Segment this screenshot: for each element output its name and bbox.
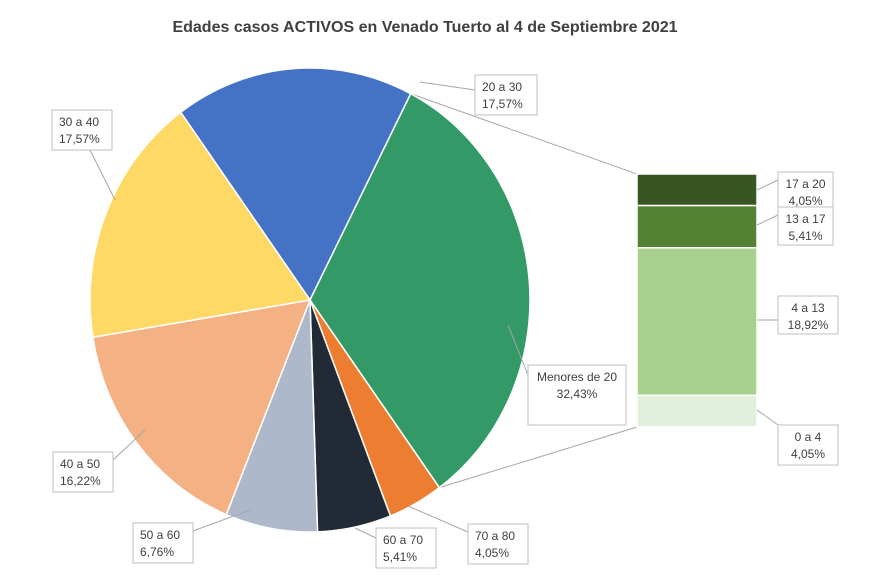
label-value-menores-de-20: 32,43%: [557, 387, 598, 401]
pie-slice-40-a-50: [92, 299, 312, 516]
connector-line-bottom: [439, 426, 638, 489]
data-label-50-a-60: 50 a 60 6,76%: [132, 509, 251, 564]
label-box-20-a-30: [474, 74, 538, 116]
label-value-30-a-40: 17,57%: [59, 132, 100, 146]
leader-line-17-a-20: [756, 179, 779, 191]
data-label-20-a-30: 20 a 30 17,57%: [419, 74, 538, 116]
bar-segment-0-a-4: [636, 394, 758, 428]
label-category-30-a-40: 30 a 40: [59, 115, 99, 129]
data-label-4-a-13: 4 a 13 18,92%: [757, 295, 839, 335]
leader-line-menores-de-20: [507, 324, 529, 376]
pie-slice-menores-de-20: [309, 92, 531, 489]
label-box-0-a-4: [777, 424, 839, 466]
label-box-4-a-13: [777, 295, 839, 335]
label-value-17-a-20: 4,05%: [788, 194, 822, 208]
label-category-50-a-60: 50 a 60: [140, 528, 180, 542]
leader-line-20-a-30: [419, 81, 476, 91]
breakdown-bar-group: [636, 173, 758, 428]
label-category-17-a-20: 17 a 20: [785, 177, 825, 191]
data-label-30-a-40: 30 a 40 17,57%: [51, 109, 116, 201]
label-box-40-a-50: [52, 451, 114, 493]
label-box-30-a-40: [51, 109, 113, 151]
pie-group: [89, 67, 531, 533]
label-category-menores-de-20: Menores de 20: [537, 370, 617, 384]
label-value-60-a-70: 5,41%: [383, 550, 417, 564]
data-label-13-a-17: 13 a 17 5,41%: [756, 206, 834, 246]
label-category-4-a-13: 4 a 13: [791, 301, 825, 315]
leader-line-0-a-4: [756, 409, 779, 426]
label-category-40-a-50: 40 a 50: [60, 457, 100, 471]
label-category-13-a-17: 13 a 17: [785, 212, 825, 226]
label-value-13-a-17: 5,41%: [788, 229, 822, 243]
label-value-70-a-80: 4,05%: [475, 546, 509, 560]
bar-segment-13-a-17: [636, 204, 758, 249]
pie-slice-30-a-40: [89, 111, 312, 339]
label-category-60-a-70: 60 a 70: [383, 533, 423, 547]
label-value-0-a-4: 4,05%: [791, 447, 825, 461]
label-box-70-a-80: [467, 523, 529, 565]
data-label-17-a-20: 17 a 20 4,05%: [756, 171, 834, 211]
label-box-50-a-60: [132, 522, 194, 564]
data-label-0-a-4: 0 a 4 4,05%: [756, 409, 839, 466]
bar-segment-4-a-13: [636, 247, 758, 397]
leader-line-13-a-17: [756, 214, 779, 226]
label-value-50-a-60: 6,76%: [140, 545, 174, 559]
connector-lines: [410, 93, 638, 489]
label-value-4-a-13: 18,92%: [788, 318, 829, 332]
pie-slice-20-a-30: [179, 67, 412, 302]
data-label-40-a-50: 40 a 50 16,22%: [52, 429, 146, 493]
label-box-60-a-70: [375, 527, 437, 569]
data-label-70-a-80: 70 a 80 4,05%: [407, 505, 529, 565]
data-label-menores-de-20: Menores de 20 32,43%: [507, 324, 627, 426]
connector-line-top: [410, 93, 638, 175]
label-category-0-a-4: 0 a 4: [795, 430, 822, 444]
leader-line-70-a-80: [407, 505, 469, 533]
bar-segment-17-a-20: [636, 173, 758, 207]
label-category-20-a-30: 20 a 30: [482, 80, 522, 94]
leader-line-60-a-70: [354, 527, 377, 539]
data-labels-group: 20 a 30 17,57% Menores de 20 32,43% 70 a 80 4…: [51, 74, 839, 569]
leader-line-50-a-60: [192, 509, 251, 532]
label-category-70-a-80: 70 a 80: [475, 529, 515, 543]
data-label-60-a-70: 60 a 70 5,41%: [354, 527, 437, 569]
label-box-menores-de-20: [527, 364, 627, 426]
chart-title: Edades casos ACTIVOS en Venado Tuerto al…: [172, 19, 677, 36]
leader-line-40-a-50: [112, 429, 146, 461]
leader-line-30-a-40: [89, 149, 116, 201]
label-value-40-a-50: 16,22%: [60, 474, 101, 488]
label-value-20-a-30: 17,57%: [482, 97, 523, 111]
label-box-17-a-20: [777, 171, 834, 211]
label-box-13-a-17: [777, 206, 834, 246]
